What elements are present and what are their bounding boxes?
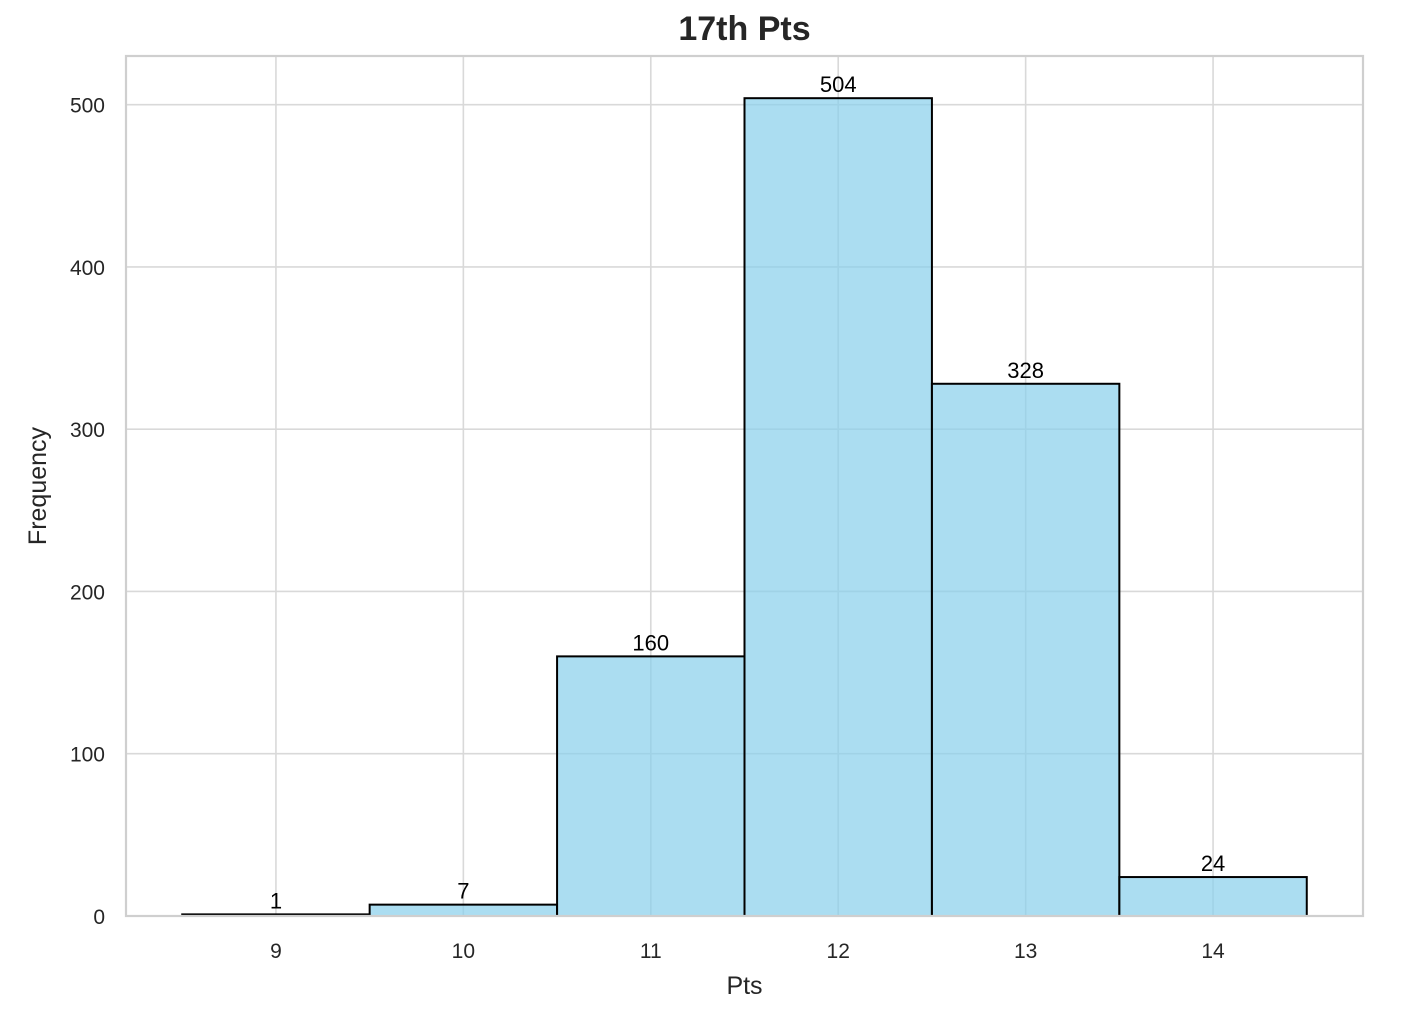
histogram-bar — [368, 903, 559, 917]
bars — [181, 97, 1308, 918]
x-tick-label: 10 — [452, 940, 475, 963]
x-tick-label: 14 — [1201, 940, 1225, 963]
y-tick-label: 300 — [70, 419, 105, 442]
x-tick-label: 13 — [1014, 940, 1037, 963]
bar-value-label: 24 — [1201, 851, 1225, 876]
y-tick-label: 500 — [70, 95, 105, 118]
bar-value-label: 160 — [632, 630, 669, 655]
y-tick-label: 400 — [70, 257, 105, 280]
x-tick-label: 9 — [270, 940, 282, 963]
histogram-bar — [930, 382, 1121, 918]
x-tick-labels: 9 10 11 12 13 14 — [270, 940, 1225, 963]
y-axis-label: Frequency — [24, 426, 52, 545]
histogram-bar — [743, 97, 933, 918]
histogram-bar — [1118, 876, 1308, 917]
data-labels: 1 7 160 504 328 24 — [270, 72, 1225, 913]
y-tick-label: 200 — [70, 581, 105, 604]
plot-frame — [124, 54, 1365, 918]
x-tick-label: 11 — [640, 940, 662, 963]
bar-value-label: 7 — [457, 879, 469, 904]
bar-value-label: 504 — [820, 72, 857, 97]
y-tick-label: 0 — [93, 906, 105, 929]
y-tick-label: 100 — [70, 744, 105, 767]
histogram-bar — [556, 655, 746, 918]
chart-title: 17th Pts — [678, 10, 810, 48]
bar-value-label: 1 — [270, 888, 282, 913]
x-axis-label: Pts — [726, 972, 762, 1000]
bar-value-label: 328 — [1007, 358, 1044, 383]
x-tick-label: 12 — [827, 940, 850, 963]
y-tick-labels: 0 100 200 300 400 500 — [70, 95, 105, 929]
